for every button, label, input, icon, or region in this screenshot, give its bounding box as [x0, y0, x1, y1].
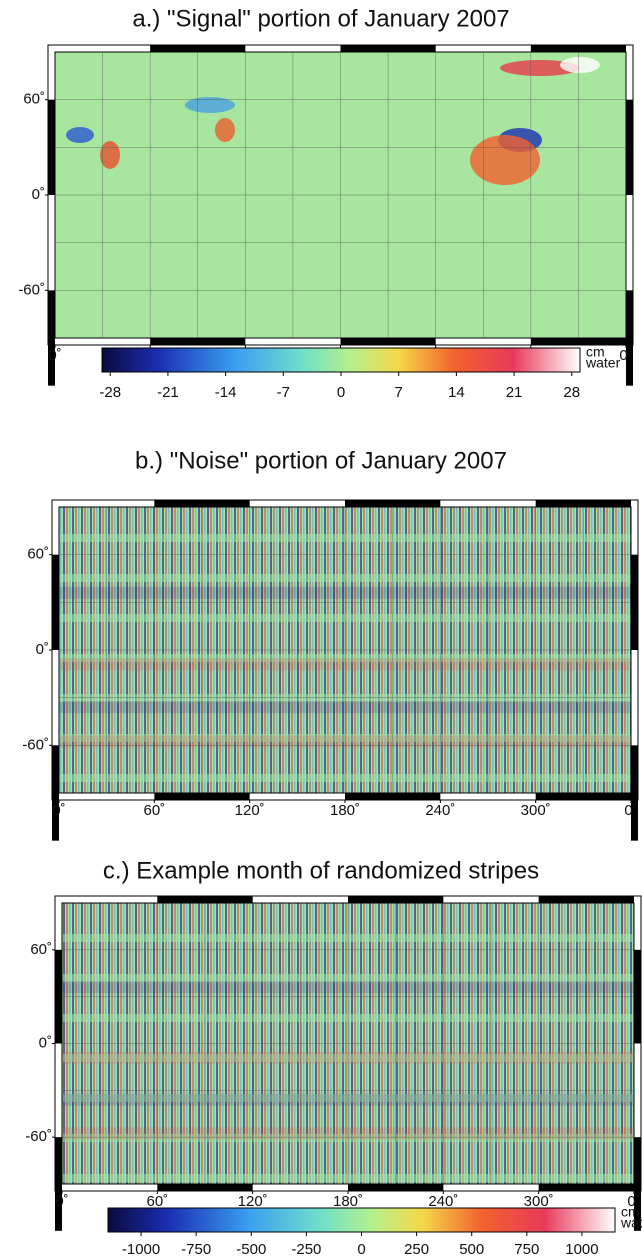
panel-title: a.) "Signal" portion of January 2007 [132, 5, 509, 32]
colorbar-tick-label: -1000 [122, 1241, 160, 1258]
y-tick-label: 0˚ [39, 1034, 52, 1051]
colorbar-tick-label: 14 [448, 384, 465, 401]
y-tick-label: -60˚ [18, 281, 45, 298]
frame-block [340, 45, 436, 52]
anomaly [215, 118, 235, 142]
x-tick-label: 240˚ [428, 1193, 458, 1210]
colorbar [107, 1207, 616, 1233]
colorbar-tick-label: 21 [506, 384, 523, 401]
frame-block [154, 793, 250, 800]
anomaly [185, 97, 235, 113]
frame-block [530, 45, 626, 52]
x-tick-label: 0˚ [624, 802, 637, 819]
frame-block [154, 500, 250, 507]
anomaly [100, 141, 120, 169]
frame-block [52, 554, 59, 650]
x-tick-label: 0˚ [48, 347, 61, 364]
frame-block [157, 1184, 253, 1191]
colorbar-tick-label: -500 [236, 1241, 266, 1258]
colorbar-tick-label: -250 [291, 1241, 321, 1258]
frame-block [345, 500, 441, 507]
colorbar-tick-label: 500 [459, 1241, 484, 1258]
colorbar-unit: cm [586, 344, 605, 360]
frame-block [150, 45, 246, 52]
colorbar-tick-label: 28 [563, 384, 580, 401]
x-tick-label: 300˚ [521, 802, 551, 819]
anomaly [66, 127, 94, 143]
y-tick-label: 60˚ [27, 546, 49, 563]
colorbar-tick-label: -14 [215, 384, 237, 401]
colorbar-tick-label: -750 [181, 1241, 211, 1258]
x-tick-label: 0˚ [619, 347, 632, 364]
colorbar-tick-label: -28 [99, 384, 121, 401]
anomaly [560, 57, 600, 73]
x-tick-label: 240˚ [425, 802, 455, 819]
frame-block [626, 99, 633, 195]
colorbar-unit: water [620, 1215, 642, 1231]
frame-block [530, 338, 626, 345]
y-tick-label: -60˚ [22, 736, 49, 753]
colorbar-tick-label: 0 [337, 384, 345, 401]
x-tick-label: 60˚ [146, 1193, 168, 1210]
panel-title: b.) "Noise" portion of January 2007 [135, 447, 507, 474]
y-tick-label: -60˚ [25, 1128, 52, 1145]
colorbar-tick-label: -21 [157, 384, 179, 401]
frame-block [634, 1137, 641, 1231]
y-tick-label: 60˚ [23, 91, 45, 108]
x-tick-label: 300˚ [524, 1193, 554, 1210]
colorbar-tick-label: 1000 [565, 1241, 598, 1258]
frame-block [535, 500, 631, 507]
frame-block [631, 745, 638, 841]
frame-block [538, 1184, 634, 1191]
frame-block [345, 793, 441, 800]
frame-block [340, 338, 436, 345]
frame-block [150, 338, 246, 345]
colorbar-tick-label: 0 [357, 1241, 365, 1258]
frame-block [538, 896, 634, 903]
y-tick-label: 60˚ [30, 941, 52, 958]
frame-block [535, 793, 631, 800]
frame-block [48, 290, 55, 386]
x-tick-label: 0˚ [52, 802, 65, 819]
frame-block [48, 99, 55, 195]
panel-title: c.) Example month of randomized stripes [103, 857, 539, 884]
frame-block [55, 1137, 62, 1231]
colorbar-tick-label: 250 [404, 1241, 429, 1258]
x-tick-label: 60˚ [143, 802, 165, 819]
frame-block [634, 949, 641, 1044]
colorbar-tick-label: 7 [395, 384, 403, 401]
y-tick-label: 0˚ [36, 641, 49, 658]
frame-block [348, 896, 444, 903]
x-tick-label: 0˚ [627, 1193, 640, 1210]
colorbar-tick-label: -7 [277, 384, 290, 401]
frame-block [52, 745, 59, 841]
x-tick-label: 0˚ [55, 1193, 68, 1210]
colorbar-unit: cm [621, 1204, 640, 1220]
anomaly [470, 135, 540, 185]
x-tick-label: 120˚ [238, 1193, 268, 1210]
colorbar [101, 347, 581, 373]
y-tick-label: 0˚ [32, 186, 45, 203]
frame-block [157, 896, 253, 903]
x-tick-label: 180˚ [330, 802, 360, 819]
anomaly [500, 60, 580, 76]
colorbar-tick-label: 750 [514, 1241, 539, 1258]
frame-block [348, 1184, 444, 1191]
frame-block [55, 949, 62, 1044]
x-tick-label: 120˚ [235, 802, 265, 819]
frame-block [631, 554, 638, 650]
frame-block [626, 290, 633, 386]
colorbar-unit: water [585, 355, 621, 371]
x-tick-label: 180˚ [333, 1193, 363, 1210]
